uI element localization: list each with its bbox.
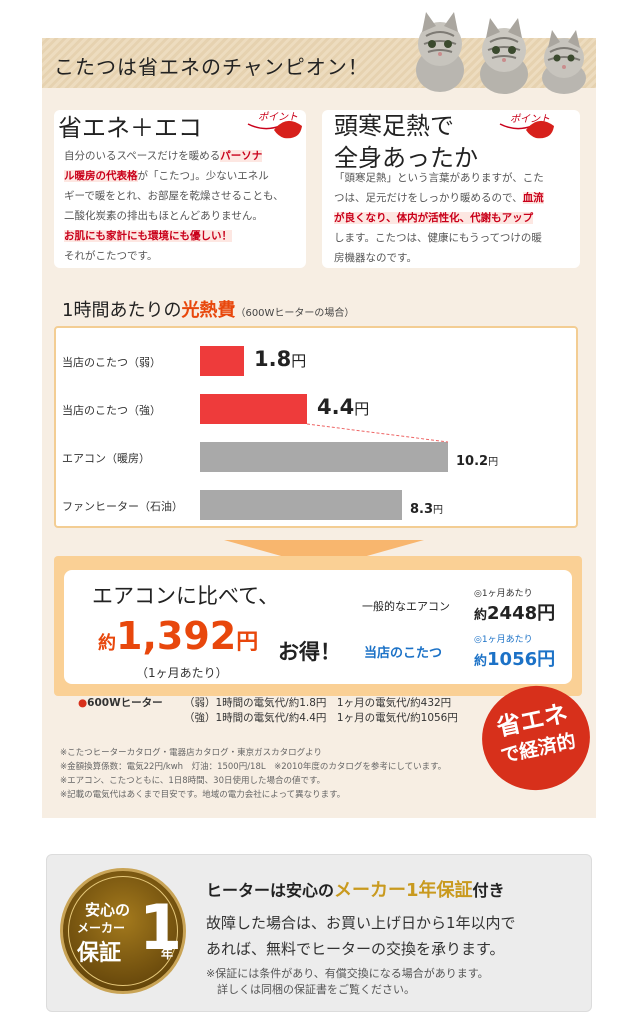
category-label: エアコン（暖房）	[62, 452, 150, 465]
point-marker-icon	[247, 120, 302, 139]
cat-icon-left	[416, 12, 464, 92]
compare-text: エアコンに比べて、	[92, 584, 280, 608]
warranty-note: ※保証には条件があり、有償交換になる場合があります。 詳しくは同梱の保証書をご覧…	[206, 967, 489, 996]
eco-card-body: 自分のいるスペースだけを暖めるパーソナ ル暖房の代表格が「こたつ」。少ないエネル…	[64, 146, 304, 266]
ours-month-label: ◎1ヶ月あたり	[474, 635, 533, 645]
cats-illustration	[416, 12, 586, 94]
warranty-seal-icon: 安心の メーカー 保証 1 年	[60, 868, 186, 994]
page-title: こたつは省エネのチャンピオン！	[54, 55, 369, 79]
bar-3	[200, 490, 402, 520]
general-month-label: ◎1ヶ月あたり	[474, 589, 533, 599]
point-marker-icon	[499, 120, 554, 139]
cat-icon-right	[542, 30, 586, 94]
value-label: 4.4円	[317, 395, 370, 419]
eco-line-4: 二酸化炭素の排出もほとんどありません。	[64, 210, 263, 222]
general-month-value: 約2448円	[474, 603, 556, 624]
cat-icon-middle	[480, 18, 528, 94]
heater-spec-weak: （弱）1時間の電気代/約1.8円 1ヶ月の電気代/約432円	[184, 697, 452, 709]
eco-card-heading: 省エネ＋エコ	[58, 114, 202, 142]
eco-line-1: 自分のいるスペースだけを暖めるパーソナ	[64, 150, 263, 162]
heater-spec-label: ●600Wヒーター	[78, 697, 163, 709]
eco-line-6: それがこたつです。	[64, 250, 158, 262]
eco-line-3: ギーで暖をとれ、お部屋を乾燥させることも、	[64, 190, 284, 202]
health-card-heading: 頭寒足熱で 全身あったか	[334, 112, 478, 172]
bar-0	[200, 346, 244, 376]
saving-amount: 約1,392円	[98, 614, 259, 658]
cost-title: 1時間あたりの光熱費（600Wヒーターの場合）	[62, 300, 355, 321]
eco-line-5: お肌にも家計にも環境にも優しい！	[64, 230, 232, 242]
heater-spec-strong: （強）1時間の電気代/約4.4円 1ヶ月の電気代/約1056円	[184, 712, 458, 724]
category-label: 当店のこたつ（強）	[62, 404, 161, 417]
result-panel	[64, 570, 572, 684]
bar-1	[200, 394, 307, 424]
point-label: ポイント	[510, 114, 550, 125]
warranty-heading: ヒーターは安心のメーカー1年保証付き	[206, 880, 505, 901]
value-label: 1.8円	[254, 347, 307, 371]
otoku-text: お得！	[278, 640, 341, 664]
general-aircon-label: 一般的なエアコン	[362, 600, 450, 613]
footnotes: ※こたつヒーターカタログ・電器店カタログ・東京ガスカタログより ※金額換算係数：…	[60, 748, 447, 800]
value-label: 10.2円	[456, 454, 499, 469]
warranty-body: 故障した場合は、お買い上げ日から1年以内で あれば、無料でヒーターの交換を承りま…	[206, 914, 516, 958]
per-month-label: （1ヶ月あたり）	[136, 666, 228, 680]
cost-bar-chart	[200, 346, 449, 520]
category-label: ファンヒーター（石油）	[62, 500, 183, 513]
health-card-body: 「頭寒足熱」という言葉がありますが、こた つは、足元だけをしっかり暖めるので、血…	[334, 172, 544, 264]
eco-line-2: ル暖房の代表格が「こたつ」。少ないエネル	[64, 170, 269, 182]
value-label: 8.3円	[410, 502, 444, 517]
our-kotatsu-label: 当店のこたつ	[364, 646, 443, 661]
comparison-dash-line	[306, 423, 449, 443]
bar-2	[200, 442, 448, 472]
category-label: 当店のこたつ（弱）	[62, 356, 161, 369]
point-label: ポイント	[258, 112, 298, 123]
ours-month-value: 約1056円	[474, 649, 556, 670]
